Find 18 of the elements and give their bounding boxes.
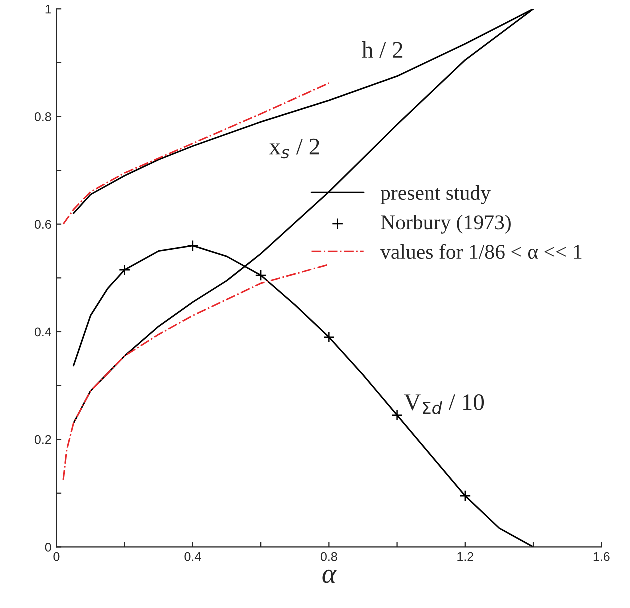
legend-label: present study xyxy=(380,185,491,204)
y-tick-label: 0.4 xyxy=(34,328,52,337)
x-tick-label: 0 xyxy=(54,552,60,562)
legend-label: values for 1/86 < α << 1 xyxy=(380,244,582,260)
y-tick-label: 0.6 xyxy=(34,220,52,230)
x-tick-label: 0.8 xyxy=(320,552,338,562)
x-tick-label: 0.4 xyxy=(184,552,202,562)
annotation: h / 2 xyxy=(362,42,403,58)
y-tick-label: 0.8 xyxy=(34,112,52,122)
legend-label: Norbury (1973) xyxy=(381,214,511,234)
annotation: V$_{Σd}$ / 10 xyxy=(404,394,484,414)
x-tick-label: 1.2 xyxy=(458,552,474,562)
x-tick-label: 1.6 xyxy=(594,552,610,562)
x-axis-title: α xyxy=(322,570,337,584)
y-tick-label: 1 xyxy=(46,5,52,14)
y-tick-label: 0.2 xyxy=(34,435,52,444)
y-tick-label: 0 xyxy=(45,543,52,552)
annotation: x$_{s}$ / 2 xyxy=(269,138,320,159)
